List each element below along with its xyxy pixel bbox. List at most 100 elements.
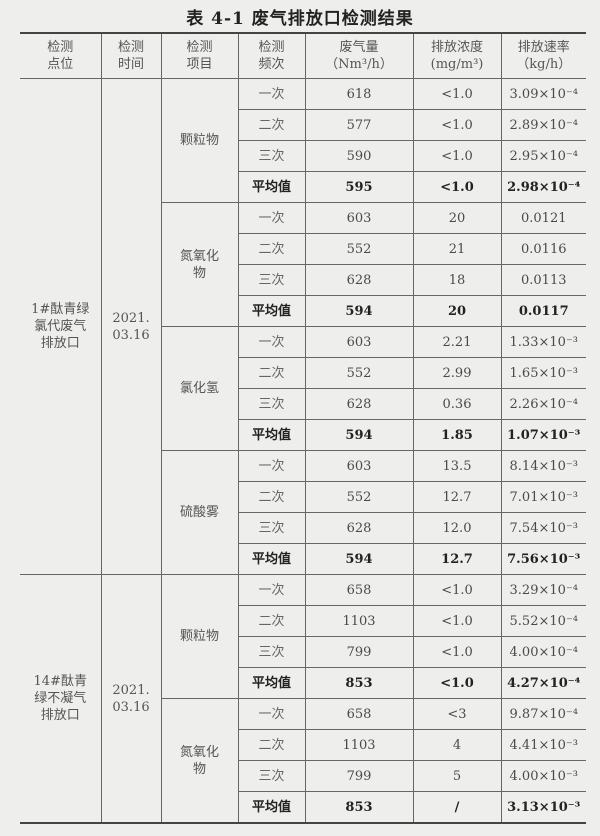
frequency-cell: 三次: [238, 140, 306, 172]
concentration-cell: <1.0: [412, 78, 502, 110]
frequency-cell: 二次: [238, 109, 306, 141]
rate-cell: 4.00×10⁻³: [500, 760, 586, 792]
site-cell: 1#酞青绿 氯代废气 排放口: [20, 78, 102, 575]
gas-flow-cell: 628: [304, 264, 414, 296]
rate-cell: 2.26×10⁻⁴: [500, 388, 586, 420]
gas-flow-cell: 603: [304, 326, 414, 358]
gas-flow-cell: 577: [304, 109, 414, 141]
table-row: 二次 552 12.7 7.01×10⁻³: [20, 481, 586, 513]
average-row: 平均值 853 <1.0 4.27×10⁻⁴: [20, 667, 586, 699]
frequency-cell: 一次: [237, 450, 306, 482]
frequency-cell: 平均值: [238, 295, 306, 327]
rate-cell: 7.01×10⁻³: [500, 481, 586, 513]
rate-cell: 3.29×10⁻⁴: [500, 574, 586, 606]
frequency-cell: 三次: [238, 264, 306, 296]
gas-flow-cell: 590: [304, 140, 414, 172]
rate-cell: 1.07×10⁻³: [500, 419, 586, 451]
rate-cell: 3.13×10⁻³: [500, 791, 586, 824]
header-time: 检测 时间: [100, 32, 162, 79]
frequency-cell: 一次: [237, 202, 306, 234]
rate-cell: 0.0117: [500, 295, 586, 327]
rate-cell: 4.27×10⁻⁴: [500, 667, 586, 699]
frequency-cell: 平均值: [238, 667, 306, 699]
concentration-cell: 2.21: [412, 326, 502, 358]
frequency-cell: 二次: [238, 729, 306, 761]
gas-flow-cell: 552: [304, 233, 414, 265]
concentration-cell: 2.99: [412, 357, 502, 389]
header-rate: 排放速率 （kg/h）: [500, 32, 586, 79]
concentration-cell: <1.0: [412, 171, 502, 203]
gas-flow-cell: 552: [304, 481, 414, 513]
gas-flow-cell: 799: [304, 636, 414, 668]
table-body: 1#酞青绿 氯代废气 排放口 2021. 03.16 颗粒物 一次 618 <1.0 3.0…: [20, 78, 586, 824]
rate-cell: 1.65×10⁻³: [500, 357, 586, 389]
frequency-cell: 二次: [238, 481, 306, 513]
concentration-cell: <1.0: [412, 667, 502, 699]
rate-cell: 0.0113: [500, 264, 586, 296]
gas-flow-cell: 853: [304, 667, 414, 699]
concentration-cell: /: [412, 791, 502, 824]
gas-flow-cell: 594: [304, 419, 414, 451]
gas-flow-cell: 658: [304, 574, 414, 606]
rate-cell: 1.33×10⁻³: [500, 326, 586, 358]
frequency-cell: 三次: [238, 760, 306, 792]
concentration-cell: <3: [412, 698, 502, 730]
date-cell: 2021. 03.16: [100, 78, 162, 575]
concentration-cell: 4: [412, 729, 502, 761]
frequency-cell: 三次: [238, 512, 306, 544]
table-row: 三次 590 <1.0 2.95×10⁻⁴: [20, 140, 586, 172]
header-frequency: 检测 频次: [237, 32, 306, 79]
gas-flow-cell: 1103: [304, 729, 414, 761]
table-row: 三次 799 <1.0 4.00×10⁻⁴: [20, 636, 586, 668]
table-row: 14#酞青 绿不凝气 排放口 2021. 03.16 颗粒物 一次 658 <1.0 3.2…: [20, 574, 586, 824]
header-site: 检测 点位: [20, 32, 102, 79]
rate-cell: 9.87×10⁻⁴: [500, 698, 586, 730]
frequency-cell: 一次: [237, 78, 306, 110]
frequency-cell: 一次: [237, 326, 306, 358]
table-row: 1#酞青绿 氯代废气 排放口 2021. 03.16 颗粒物 一次 618 <1.0 3.0…: [20, 78, 586, 575]
table-row: 氮氧化 物一次 658 <3 9.87×10⁻⁴: [20, 698, 586, 824]
header-gas-flow: 废气量 （Nm³/h）: [304, 32, 414, 79]
concentration-cell: 12.0: [412, 512, 502, 544]
concentration-cell: <1.0: [412, 605, 502, 637]
concentration-cell: 13.5: [412, 450, 502, 482]
frequency-cell: 三次: [238, 636, 306, 668]
concentration-cell: 12.7: [412, 543, 502, 575]
concentration-cell: <1.0: [412, 140, 502, 172]
frequency-cell: 平均值: [238, 543, 306, 575]
concentration-cell: <1.0: [412, 636, 502, 668]
frequency-cell: 一次: [237, 574, 306, 606]
average-row: 平均值 595 <1.0 2.98×10⁻⁴: [20, 171, 586, 203]
gas-flow-cell: 595: [304, 171, 414, 203]
gas-flow-cell: 603: [304, 202, 414, 234]
item-cell: 颗粒物: [160, 78, 239, 203]
table-row: 二次 1103 4 4.41×10⁻³: [20, 729, 586, 761]
rate-cell: 0.0121: [500, 202, 586, 234]
gas-flow-cell: 658: [304, 698, 414, 730]
frequency-cell: 三次: [238, 388, 306, 420]
gas-flow-cell: 594: [304, 543, 414, 575]
table-row: 三次 799 5 4.00×10⁻³: [20, 760, 586, 792]
rate-cell: 2.95×10⁻⁴: [500, 140, 586, 172]
site-cell: 14#酞青 绿不凝气 排放口: [20, 574, 102, 824]
item-cell: 氮氧化 物: [161, 202, 239, 327]
table-row: 三次 628 18 0.0113: [20, 264, 586, 296]
table-title: 表 4-1 废气排放口检测结果: [186, 9, 414, 29]
concentration-cell: 0.36: [412, 388, 502, 420]
item-cell: 氮氧化 物: [161, 698, 239, 824]
average-row: 平均值 853/3.13×10⁻³: [20, 791, 586, 824]
frequency-cell: 平均值: [238, 791, 306, 824]
table-row: 硫酸雾 一次 603 13.5 8.14×10⁻³: [20, 450, 586, 575]
concentration-cell: 21: [412, 233, 502, 265]
header-concentration: 排放浓度 (mg/m³): [412, 32, 502, 79]
item-cell: 氯化氢: [161, 326, 239, 451]
gas-flow-cell: 628: [304, 512, 414, 544]
frequency-cell: 平均值: [238, 171, 306, 203]
date-cell: 2021. 03.16: [100, 574, 162, 824]
frequency-cell: 平均值: [238, 419, 306, 451]
item-cell: 硫酸雾: [161, 450, 239, 575]
rate-cell: 3.09×10⁻⁴: [500, 78, 586, 110]
frequency-cell: 二次: [238, 357, 306, 389]
concentration-cell: <1.0: [412, 109, 502, 141]
rate-cell: 7.56×10⁻³: [500, 543, 586, 575]
